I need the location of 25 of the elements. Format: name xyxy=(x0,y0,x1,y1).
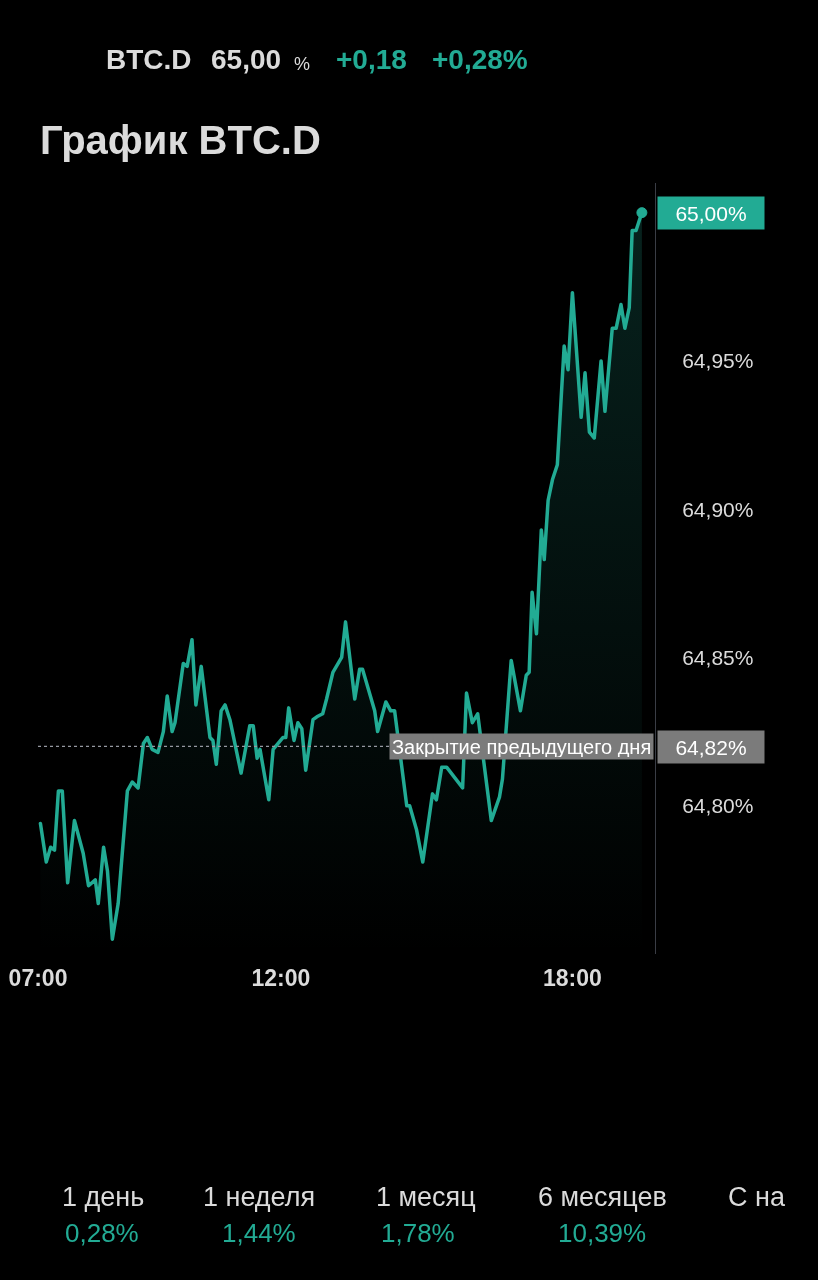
text: 1 месяц xyxy=(376,1182,476,1212)
y-tick-label: 64,95% xyxy=(682,349,754,373)
text: +0,18 xyxy=(336,44,407,75)
text: +0,28% xyxy=(432,44,528,75)
y-tick-label: 64,85% xyxy=(682,645,754,669)
ref-line-label: Закрытие предыдущего дня xyxy=(392,735,652,758)
text: 1 день xyxy=(62,1182,145,1212)
text: С на xyxy=(728,1182,786,1212)
text: 10,39% xyxy=(558,1218,647,1248)
y-tick-label: 64,90% xyxy=(682,497,754,521)
text: 65,00 xyxy=(211,44,282,75)
x-tick-label: 12:00 xyxy=(251,965,311,991)
x-tick-label: 18:00 xyxy=(543,965,602,991)
text: 64,82% xyxy=(675,735,747,759)
text: 1 неделя xyxy=(203,1182,316,1212)
text: 1,78% xyxy=(381,1218,455,1248)
text: 0,28% xyxy=(65,1218,139,1248)
text: 1,44% xyxy=(222,1218,296,1248)
y-tick-label: 64,80% xyxy=(682,794,754,818)
text: BTC.D xyxy=(106,44,192,75)
chart-title: График BTC.D xyxy=(40,118,321,162)
text: 6 месяцев xyxy=(538,1182,667,1212)
text: % xyxy=(294,54,311,74)
x-tick-label: 07:00 xyxy=(8,965,68,991)
annotation: 65,00% xyxy=(675,201,747,225)
